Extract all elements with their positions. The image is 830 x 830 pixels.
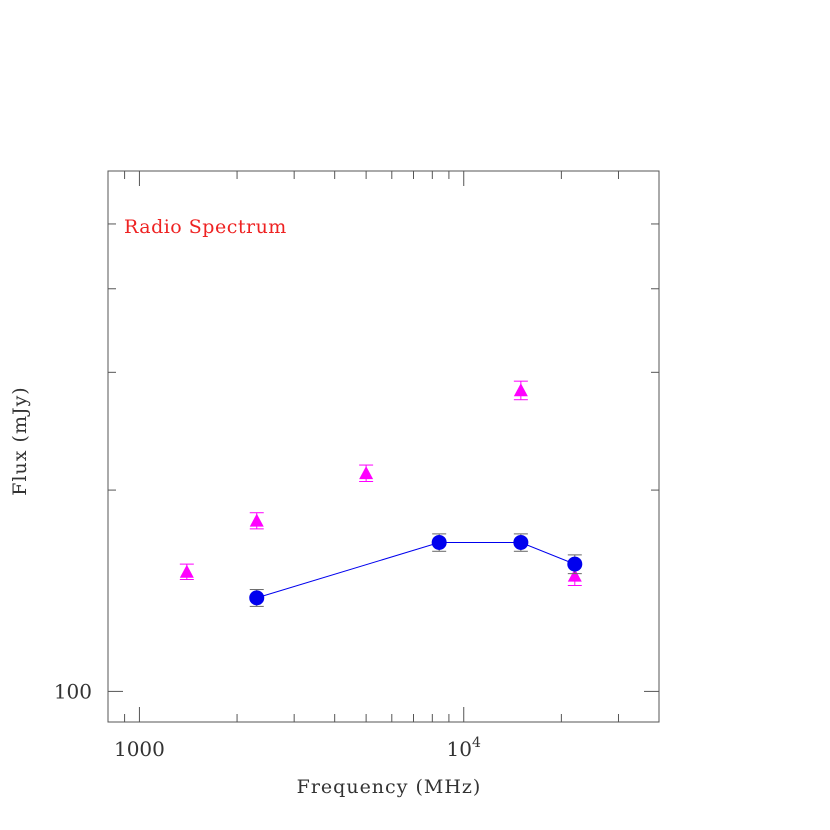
series-circle — [249, 533, 583, 607]
y-tick-label: 100 — [54, 679, 92, 703]
x-axis-title: Frequency (MHz) — [297, 776, 482, 798]
chart-title: Radio Spectrum — [124, 216, 287, 238]
data-point-circle — [567, 556, 583, 572]
data-point-circle — [513, 534, 529, 550]
series-layer — [179, 380, 583, 607]
x-tick-label-base: 10 — [447, 737, 472, 761]
data-point-triangle — [567, 568, 582, 582]
x-tick-label: 104 — [447, 735, 481, 761]
x-tick-label-base: 1000 — [114, 737, 165, 761]
y-axis-title: Flux (mJy) — [9, 386, 31, 495]
data-point-triangle — [249, 513, 264, 527]
x-tick-label: 1000 — [114, 737, 165, 761]
data-point-circle — [431, 534, 447, 550]
data-point-triangle — [513, 383, 528, 397]
axis-ticks — [107, 170, 660, 723]
data-point-circle — [249, 590, 265, 606]
data-point-triangle — [179, 564, 194, 578]
tick-labels: 1000 104 100 — [54, 679, 481, 761]
series-triangle — [179, 380, 582, 586]
series-line — [256, 542, 575, 599]
plot-frame — [107, 170, 660, 723]
data-point-triangle — [359, 466, 374, 480]
x-tick-label-exponent: 4 — [472, 735, 481, 751]
